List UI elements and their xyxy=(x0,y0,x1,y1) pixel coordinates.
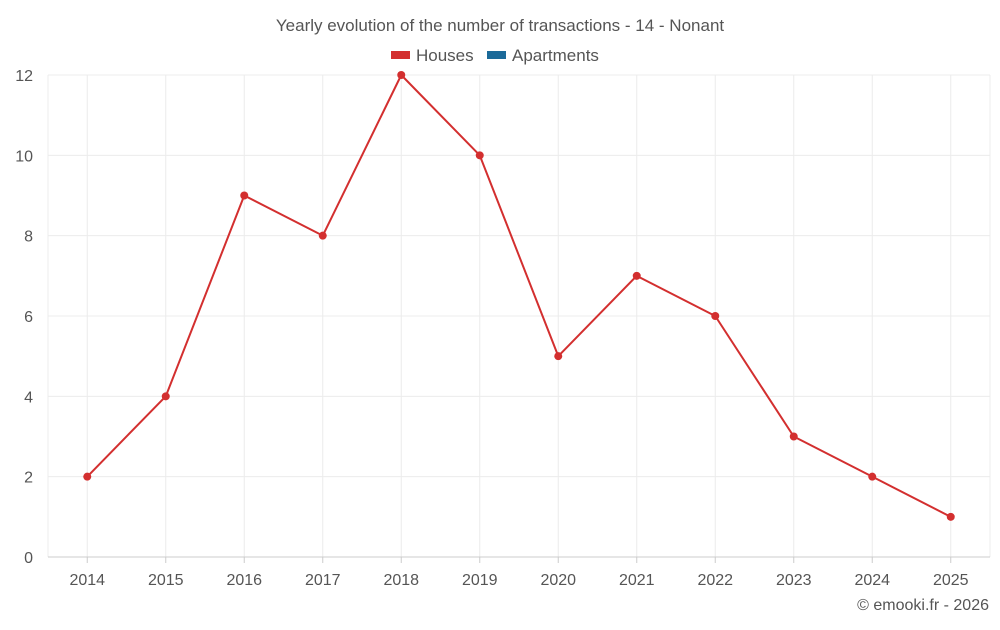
series-houses xyxy=(83,71,955,521)
data-point-houses-2025[interactable] xyxy=(946,512,955,521)
axes xyxy=(48,556,990,563)
data-point-houses-2023[interactable] xyxy=(789,432,798,441)
legend-swatch-apartments xyxy=(487,51,506,59)
legend: Houses Apartments xyxy=(391,46,599,65)
x-tick-label: 2014 xyxy=(69,572,105,589)
data-point-houses-2014[interactable] xyxy=(83,472,92,481)
data-point-houses-2016[interactable] xyxy=(240,191,249,200)
legend-label-apartments: Apartments xyxy=(512,46,599,65)
legend-item-houses[interactable]: Houses xyxy=(391,46,474,65)
x-tick-label: 2022 xyxy=(697,572,733,589)
data-point-houses-2018[interactable] xyxy=(397,71,406,79)
series-line-houses xyxy=(86,74,952,518)
x-tick-label: 2016 xyxy=(226,572,262,589)
y-axis-ticks: 0 2 4 6 8 10 12 xyxy=(15,68,33,567)
grid xyxy=(47,74,991,557)
x-tick-label: 2020 xyxy=(540,572,576,589)
x-tick-label: 2015 xyxy=(148,572,184,589)
y-tick-label: 8 xyxy=(24,229,33,246)
data-point-houses-2015[interactable] xyxy=(161,392,170,401)
y-tick-label: 10 xyxy=(15,148,33,165)
y-tick-label: 2 xyxy=(24,470,33,487)
legend-swatch-houses xyxy=(391,51,410,59)
y-tick-label: 4 xyxy=(24,389,33,406)
data-point-houses-2020[interactable] xyxy=(554,352,563,361)
data-point-houses-2024[interactable] xyxy=(868,472,877,481)
x-tick-label: 2025 xyxy=(933,572,969,589)
y-tick-label: 12 xyxy=(15,68,33,85)
credit-text: © emooki.fr - 2026 xyxy=(857,597,989,614)
legend-label-houses: Houses xyxy=(416,46,474,65)
data-point-houses-2019[interactable] xyxy=(475,151,484,160)
x-tick-label: 2019 xyxy=(462,572,498,589)
data-point-houses-2017[interactable] xyxy=(318,231,327,240)
chart-title: Yearly evolution of the number of transa… xyxy=(276,16,725,35)
x-tick-label: 2018 xyxy=(383,572,419,589)
x-tick-label: 2023 xyxy=(776,572,812,589)
data-point-houses-2021[interactable] xyxy=(632,271,641,280)
legend-item-apartments[interactable]: Apartments xyxy=(487,46,599,65)
data-point-houses-2022[interactable] xyxy=(711,312,720,320)
x-axis-ticks: 2014 2015 2016 2017 2018 2019 2020 2021 2022 2023… xyxy=(69,572,968,589)
y-tick-label: 0 xyxy=(24,550,33,567)
x-tick-label: 2021 xyxy=(619,572,655,589)
x-tick-label: 2017 xyxy=(305,572,341,589)
x-tick-label: 2024 xyxy=(854,572,890,589)
y-tick-label: 6 xyxy=(24,309,33,326)
